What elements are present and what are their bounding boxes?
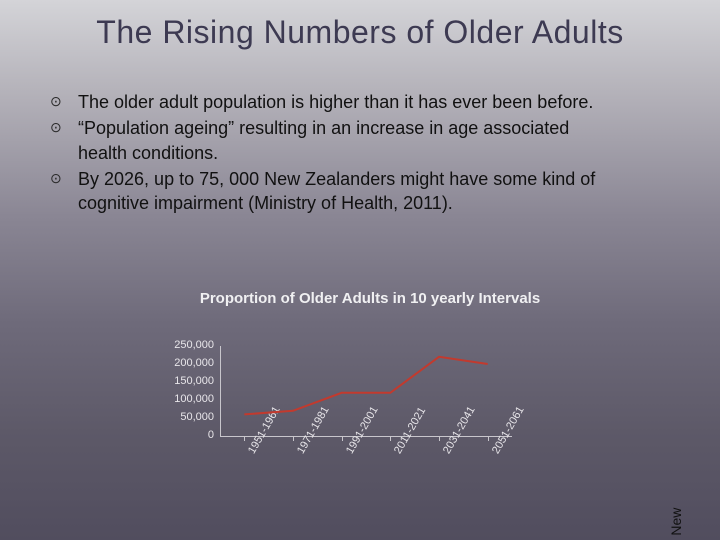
source-citation: Based on data from (Statistics New Zeala… — [668, 508, 702, 540]
chart-xtick — [244, 436, 245, 441]
chart-xtick — [390, 436, 391, 441]
chart-xtick — [439, 436, 440, 441]
chart-ytick-label: 100,000 — [162, 393, 214, 405]
slide-title: The Rising Numbers of Older Adults — [0, 14, 720, 51]
bullet-item: “Population ageing” resulting in an incr… — [50, 116, 610, 165]
chart-ytick-label: 250,000 — [162, 339, 214, 351]
chart-ytick-label: 200,000 — [162, 357, 214, 369]
chart-xtick — [342, 436, 343, 441]
chart-ytick-label: 0 — [162, 429, 214, 441]
citation-line: Based on data from (Statistics New — [668, 508, 684, 540]
chart-container: Proportion of Older Adults in 10 yearly … — [180, 290, 560, 323]
chart-plot: 050,000100,000150,000200,000250,0001951-… — [220, 346, 512, 436]
chart-ytick-label: 150,000 — [162, 375, 214, 387]
chart-xtick — [488, 436, 489, 441]
bullet-list: The older adult population is higher tha… — [50, 90, 610, 217]
chart-xtick — [293, 436, 294, 441]
citation-line: Zealand, 2009) — [685, 508, 702, 540]
chart-ytick-label: 50,000 — [162, 411, 214, 423]
bullet-item: The older adult population is higher tha… — [50, 90, 610, 114]
chart-line — [220, 346, 512, 436]
chart-title: Proportion of Older Adults in 10 yearly … — [180, 290, 560, 309]
bullet-item: By 2026, up to 75, 000 New Zealanders mi… — [50, 167, 610, 216]
